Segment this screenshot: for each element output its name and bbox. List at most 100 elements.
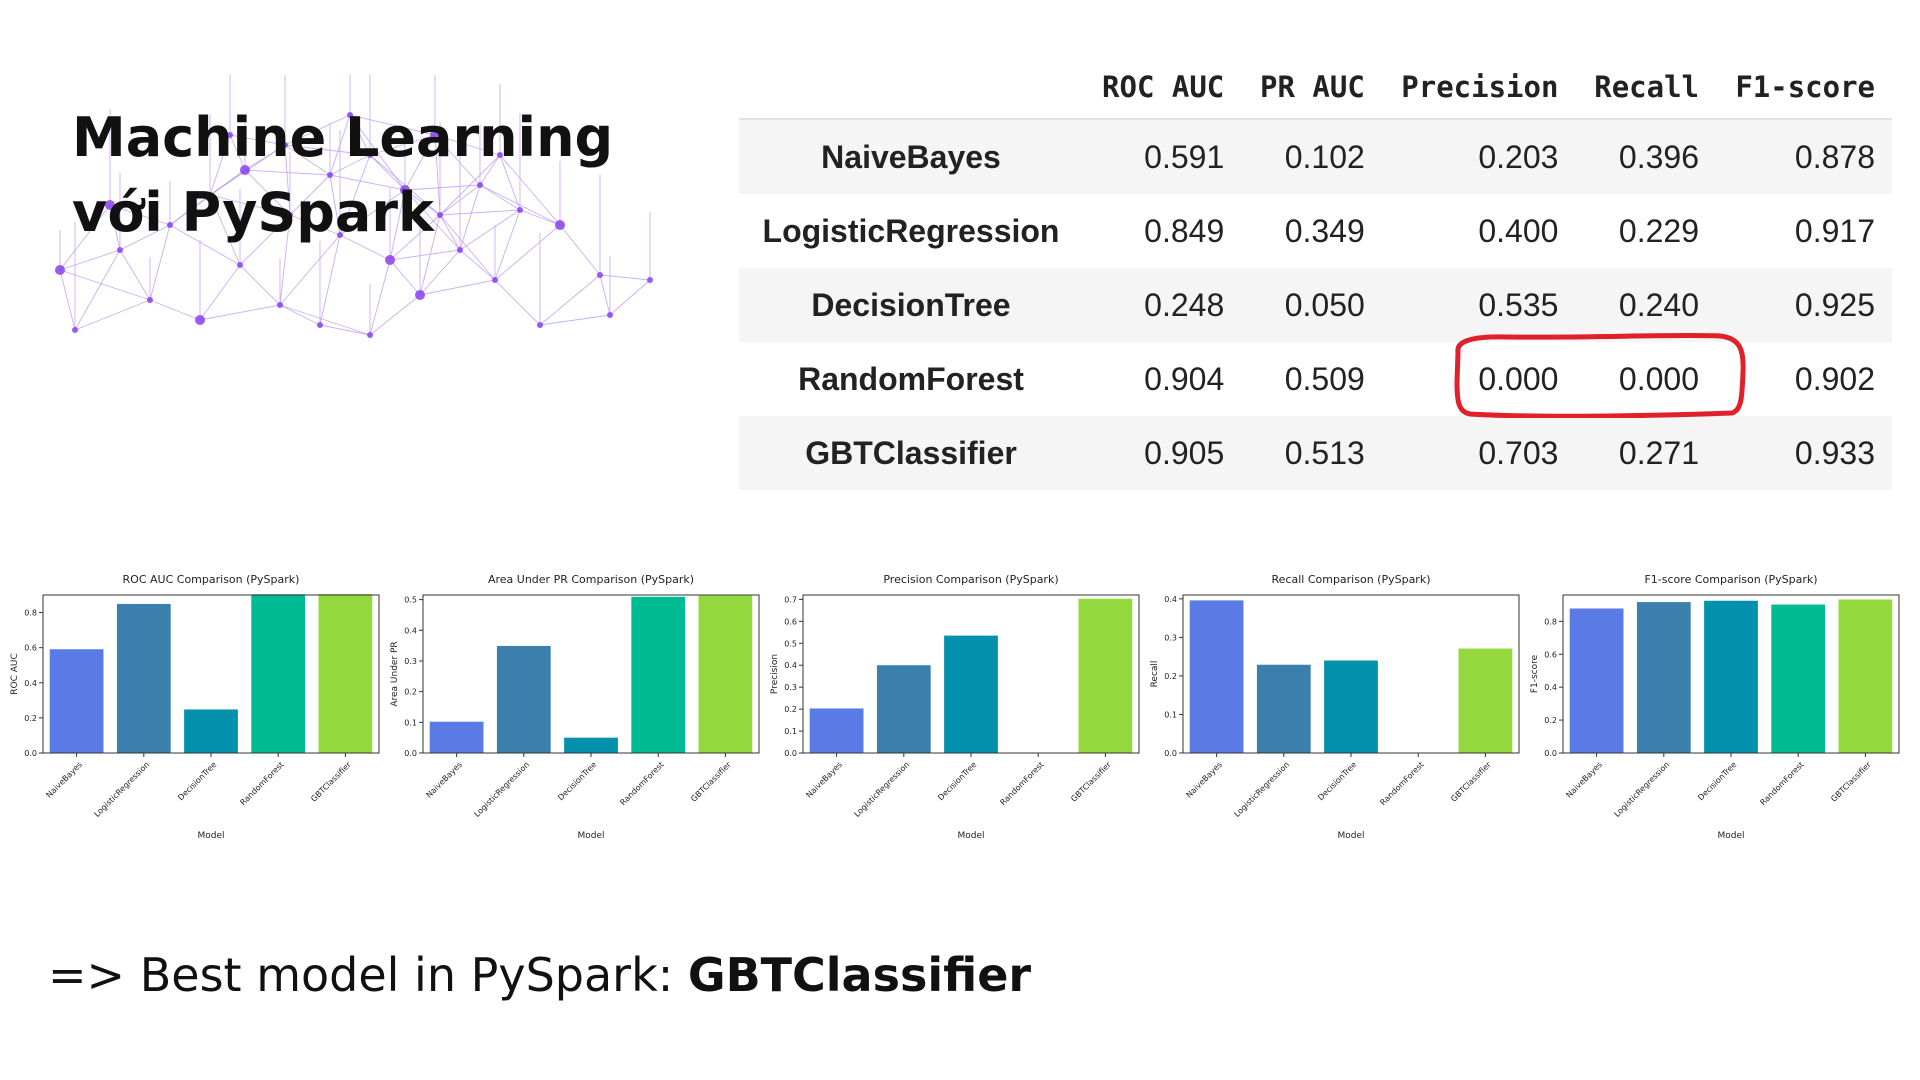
plot-frame xyxy=(42,594,380,754)
metric-cell: 0.703 xyxy=(1381,416,1576,490)
model-name-cell: LogisticRegression xyxy=(762,212,1060,249)
network-node xyxy=(477,182,483,188)
network-edge xyxy=(284,114,351,146)
network-edge xyxy=(199,264,241,321)
network-edge xyxy=(329,174,341,236)
network-edge xyxy=(419,249,461,296)
bar xyxy=(876,665,931,753)
network-graphic xyxy=(55,75,653,338)
network-node xyxy=(147,297,153,303)
column-header: ROC AUC xyxy=(1083,55,1242,120)
x-tick-label: LogisticRegression xyxy=(1232,760,1291,819)
x-tick-label: NaiveBayes xyxy=(804,760,844,800)
network-edge xyxy=(434,134,481,186)
network-node xyxy=(400,185,410,195)
x-tick-label: NaiveBayes xyxy=(1184,760,1224,800)
network-edge xyxy=(479,184,521,211)
network-edge xyxy=(459,184,481,251)
network-edge xyxy=(404,189,441,216)
bar xyxy=(49,649,104,753)
best-model-name: GBTClassifier xyxy=(687,948,1032,1002)
y-tick-label: 0.3 xyxy=(404,657,417,666)
network-node xyxy=(647,277,653,283)
metric-cell: 0.000 xyxy=(1618,360,1699,397)
network-edge xyxy=(459,209,521,251)
bar-chart: F1-score Comparison (PySpark) 0.0 0.2 0.4 0.… xyxy=(1530,573,1900,841)
network-edge xyxy=(494,279,541,326)
x-axis-label: Model xyxy=(957,831,984,841)
network-edge xyxy=(494,224,561,281)
network-node xyxy=(207,192,213,198)
metric-cell: 0.905 xyxy=(1083,416,1242,490)
bar-chart: Area Under PR Comparison (PySpark) 0.0 0.1… xyxy=(390,573,760,841)
plot-frame xyxy=(422,594,760,754)
metric-cell: 0.240 xyxy=(1575,268,1716,342)
column-header: Recall xyxy=(1575,55,1716,120)
network-node xyxy=(282,142,288,148)
network-edge xyxy=(319,324,371,336)
bar xyxy=(116,603,171,753)
bar xyxy=(251,594,306,753)
plot-frame xyxy=(1562,594,1900,754)
metric-cell: 0.248 xyxy=(1083,268,1242,342)
network-edge xyxy=(109,204,121,251)
x-tick-label: RandomForest xyxy=(998,760,1045,807)
network-edge xyxy=(349,114,406,191)
network-edge xyxy=(539,274,601,326)
y-tick-label: 0.5 xyxy=(784,639,797,648)
x-tick-label: GBTClassifier xyxy=(1449,760,1493,804)
bar xyxy=(1569,608,1624,753)
network-node xyxy=(415,290,425,300)
x-tick-label: RandomForest xyxy=(1378,760,1425,807)
network-edge xyxy=(229,134,286,146)
network-edge xyxy=(244,169,331,176)
x-tick-label: LogisticRegression xyxy=(472,760,531,819)
network-edge xyxy=(494,209,521,281)
slide-title: Machine Learning với PySpark xyxy=(72,106,614,244)
metric-cell: 0.904 xyxy=(1144,360,1225,397)
network-edge xyxy=(149,299,201,321)
network-node xyxy=(195,315,205,325)
network-node xyxy=(597,272,603,278)
network-edge xyxy=(339,234,391,261)
model-name-cell: GBTClassifier xyxy=(739,416,1083,490)
x-tick-label: RandomForest xyxy=(238,760,285,807)
y-tick-label: 0.0 xyxy=(1164,749,1177,758)
x-tick-label: DecisionTree xyxy=(936,760,978,802)
x-tick-label: RandomForest xyxy=(618,760,665,807)
y-axis-label: ROC AUC xyxy=(10,653,20,695)
column-header: Precision xyxy=(1381,55,1576,120)
network-edge xyxy=(229,134,246,171)
x-tick-label: GBTClassifier xyxy=(309,760,353,804)
network-node xyxy=(517,207,523,213)
network-node xyxy=(367,332,373,338)
bar-chart: ROC AUC Comparison (PySpark) 0.0 0.2 0.4 0.6… xyxy=(10,573,380,841)
network-edge xyxy=(404,189,461,251)
x-tick-label: DecisionTree xyxy=(1316,760,1358,802)
network-edge xyxy=(59,269,151,301)
metric-cell: 0.102 xyxy=(1241,119,1382,194)
metric-cell: 0.509 xyxy=(1284,360,1365,397)
y-tick-label: 0.5 xyxy=(404,596,417,605)
table-header-row: ROC AUC PR AUC Precision Recall F1-score xyxy=(739,55,1892,120)
charts-row: ROC AUC Comparison (PySpark) 0.0 0.2 0.4 0.6… xyxy=(0,565,1920,865)
network-edge xyxy=(499,154,521,211)
network-node xyxy=(337,232,343,238)
network-edge xyxy=(59,249,121,271)
network-edge xyxy=(459,249,496,281)
y-tick-label: 0.2 xyxy=(404,688,417,697)
network-edge xyxy=(239,264,281,306)
network-edge xyxy=(389,189,406,261)
metric-cell: 0.933 xyxy=(1716,416,1892,490)
column-header: PR AUC xyxy=(1241,55,1382,120)
metrics-table: ROC AUC PR AUC Precision Recall F1-score Nai… xyxy=(739,55,1892,490)
network-node xyxy=(492,277,498,283)
table-row: GBTClassifier 0.905 0.513 0.703 0.271 0.933 xyxy=(739,416,1892,490)
bar xyxy=(318,594,373,753)
y-tick-label: 0.4 xyxy=(1544,683,1557,692)
x-tick-label: GBTClassifier xyxy=(1829,760,1873,804)
network-edge xyxy=(349,114,436,136)
metric-cell: 0.400 xyxy=(1478,212,1559,249)
bar xyxy=(429,721,484,753)
y-tick-label: 0.4 xyxy=(1164,595,1177,604)
